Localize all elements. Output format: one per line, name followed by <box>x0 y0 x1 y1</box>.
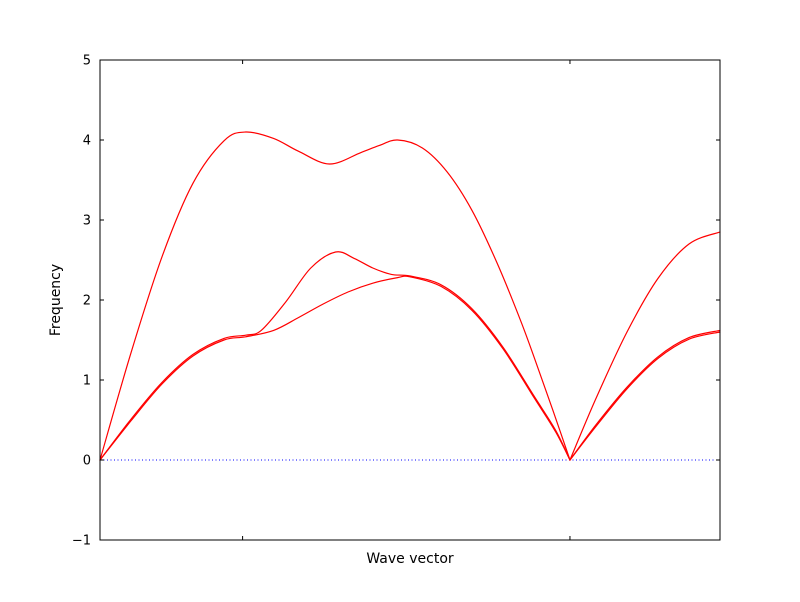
y-tick-label: 0 <box>83 454 91 469</box>
y-tick-label: 4 <box>83 134 91 149</box>
series-acoustic-branch-upper <box>99 251 571 461</box>
y-tick-label: 3 <box>83 214 91 229</box>
series-optical-branch <box>569 231 721 461</box>
series-acoustic-branch-lower <box>99 275 571 461</box>
axes-frame <box>99 59 721 541</box>
y-tick-label: 5 <box>83 54 91 69</box>
y-tick-label: −1 <box>72 534 91 549</box>
x-axis-label: Wave vector <box>366 551 454 567</box>
series-acoustic-branch-lower <box>569 331 721 461</box>
series-optical-branch <box>99 131 571 461</box>
y-tick-label: 1 <box>83 374 91 389</box>
y-axis-label: Frequency <box>48 263 64 337</box>
series-acoustic-branch-upper <box>569 329 721 461</box>
y-tick-label: 2 <box>83 294 91 309</box>
